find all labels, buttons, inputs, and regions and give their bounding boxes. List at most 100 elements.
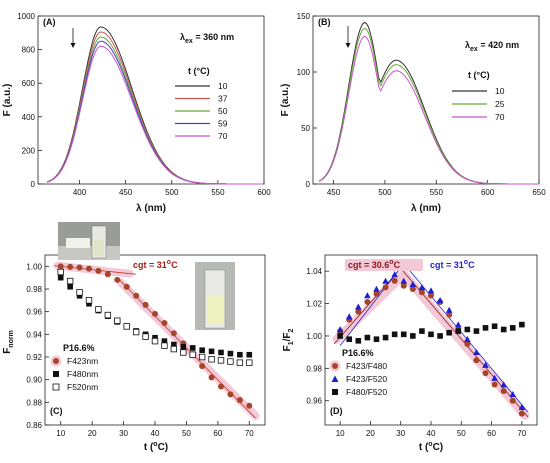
data-point — [53, 358, 59, 364]
x-tick-label: 40 — [151, 429, 160, 438]
panel-d-ylabel-sub2: 2 — [288, 329, 295, 333]
y-tick-label: 0.92 — [26, 353, 42, 362]
data-point — [345, 313, 353, 320]
y-tick-label: 0.98 — [306, 364, 322, 373]
x-tick-label: 30 — [119, 429, 128, 438]
panel-d-cgt-1-degree: o — [389, 259, 393, 266]
data-point — [331, 375, 339, 382]
data-point — [482, 361, 489, 368]
data-point — [151, 337, 159, 345]
data-point — [217, 357, 225, 364]
data-point — [86, 300, 92, 307]
panel-a-excitation-value: = 360 nm — [193, 32, 234, 42]
data-point — [208, 356, 215, 363]
data-point — [161, 320, 168, 326]
spectrum-curve-25 — [318, 27, 539, 185]
y-tick-label: 200 — [22, 146, 36, 155]
data-point — [208, 348, 215, 355]
data-point — [114, 276, 121, 283]
data-point — [236, 359, 244, 366]
panel-d-cgt-2-degree: o — [464, 259, 468, 266]
legend-entry: F423/F480 — [346, 361, 387, 371]
legend-entry: F520nm — [67, 382, 98, 392]
x-tick-label: 50 — [457, 429, 466, 438]
y-tick-label: 400 — [22, 113, 36, 122]
panel-d-cgt-2: cgt = 31oC — [430, 259, 475, 270]
data-point — [132, 328, 140, 336]
x-tick-label: 450 — [119, 188, 133, 197]
x-tick-label: 600 — [257, 188, 271, 197]
panel-d-ylabel: F1/F2 — [282, 329, 295, 352]
data-point — [355, 308, 362, 315]
panel-c-cgt: cgt = 31oC — [133, 259, 178, 270]
data-point — [428, 292, 434, 299]
data-point — [152, 310, 158, 317]
panel-c-ticks: 10 20 30 40 50 60 70 0.86 0.88 0.90 0.92 0.94 0.96 0.… — [26, 262, 254, 438]
x-tick-label: 20 — [88, 429, 97, 438]
data-point — [198, 353, 206, 361]
data-point — [161, 338, 168, 344]
data-point — [500, 388, 507, 394]
data-point — [227, 391, 234, 398]
data-point — [373, 285, 380, 292]
panel-a-arrow — [70, 28, 76, 48]
panel-d-ylabel-slash: /F — [282, 333, 293, 342]
panel-c-legend: P16.6% F423nm F480nm F520nm — [50, 343, 98, 392]
data-point — [123, 283, 130, 290]
data-point — [364, 298, 371, 305]
data-point — [337, 333, 343, 339]
data-point — [409, 286, 416, 292]
data-point — [473, 328, 480, 334]
panel-d-cgt-2-unit: C — [468, 260, 475, 270]
legend-entry: F480nm — [67, 369, 98, 379]
data-point — [52, 383, 60, 391]
data-point — [161, 342, 168, 349]
panel-c-xlabel-unit: C) — [158, 442, 169, 453]
panel-c-cgt-degree: o — [167, 259, 171, 266]
y-tick-label: 0.88 — [26, 398, 42, 407]
y-tick-label: 1.00 — [306, 332, 322, 341]
panel-b-ylabel: F (a.u.) — [280, 84, 291, 117]
data-point — [410, 333, 416, 339]
spectrum-curve-70 — [47, 45, 264, 185]
panel-d-cgt-1: cgt = 30.6oC — [345, 259, 423, 271]
data-point — [464, 341, 471, 348]
data-point — [142, 301, 149, 308]
data-point — [400, 331, 407, 338]
x-tick-label: 50 — [182, 429, 191, 438]
panel-a-label: (A) — [43, 17, 56, 27]
data-point — [170, 330, 177, 337]
data-point — [418, 289, 425, 296]
panel-b-legend: t (°C) 10 25 70 — [452, 70, 505, 122]
panel-c-ylabel: Fnorm — [2, 330, 15, 354]
cuvette-photo-cold — [58, 222, 120, 260]
x-tick-label: 10 — [56, 429, 65, 438]
data-point — [491, 381, 498, 388]
panel-d-ticks: 10 20 30 40 50 60 70 0.96 0.98 1.00 1.02 1.04 — [306, 267, 526, 438]
data-point — [436, 297, 444, 304]
panel-b-xlabel: λ (nm) — [411, 203, 441, 214]
data-point — [170, 345, 178, 353]
data-point — [133, 292, 140, 299]
panel-a-excitation-sub: ex — [185, 38, 193, 45]
legend-entry: F423nm — [67, 356, 98, 366]
x-tick-label: 500 — [165, 188, 179, 197]
panel-c-cgt-unit: C — [171, 260, 178, 270]
data-point — [95, 267, 102, 274]
panel-d-cgt-1-unit: C — [394, 260, 401, 270]
data-point — [57, 263, 64, 270]
data-point — [464, 335, 471, 342]
data-point — [104, 271, 111, 278]
data-point — [391, 271, 398, 278]
panel-b-frame — [312, 15, 540, 185]
data-point — [142, 333, 149, 340]
data-point — [418, 284, 426, 291]
data-point — [53, 371, 59, 377]
data-point — [346, 336, 353, 342]
data-point — [76, 264, 83, 271]
x-tick-label: 500 — [378, 188, 392, 197]
panel-c-xlabel-degree: o — [153, 441, 157, 448]
x-tick-label: 450 — [327, 188, 341, 197]
data-point — [400, 282, 407, 289]
